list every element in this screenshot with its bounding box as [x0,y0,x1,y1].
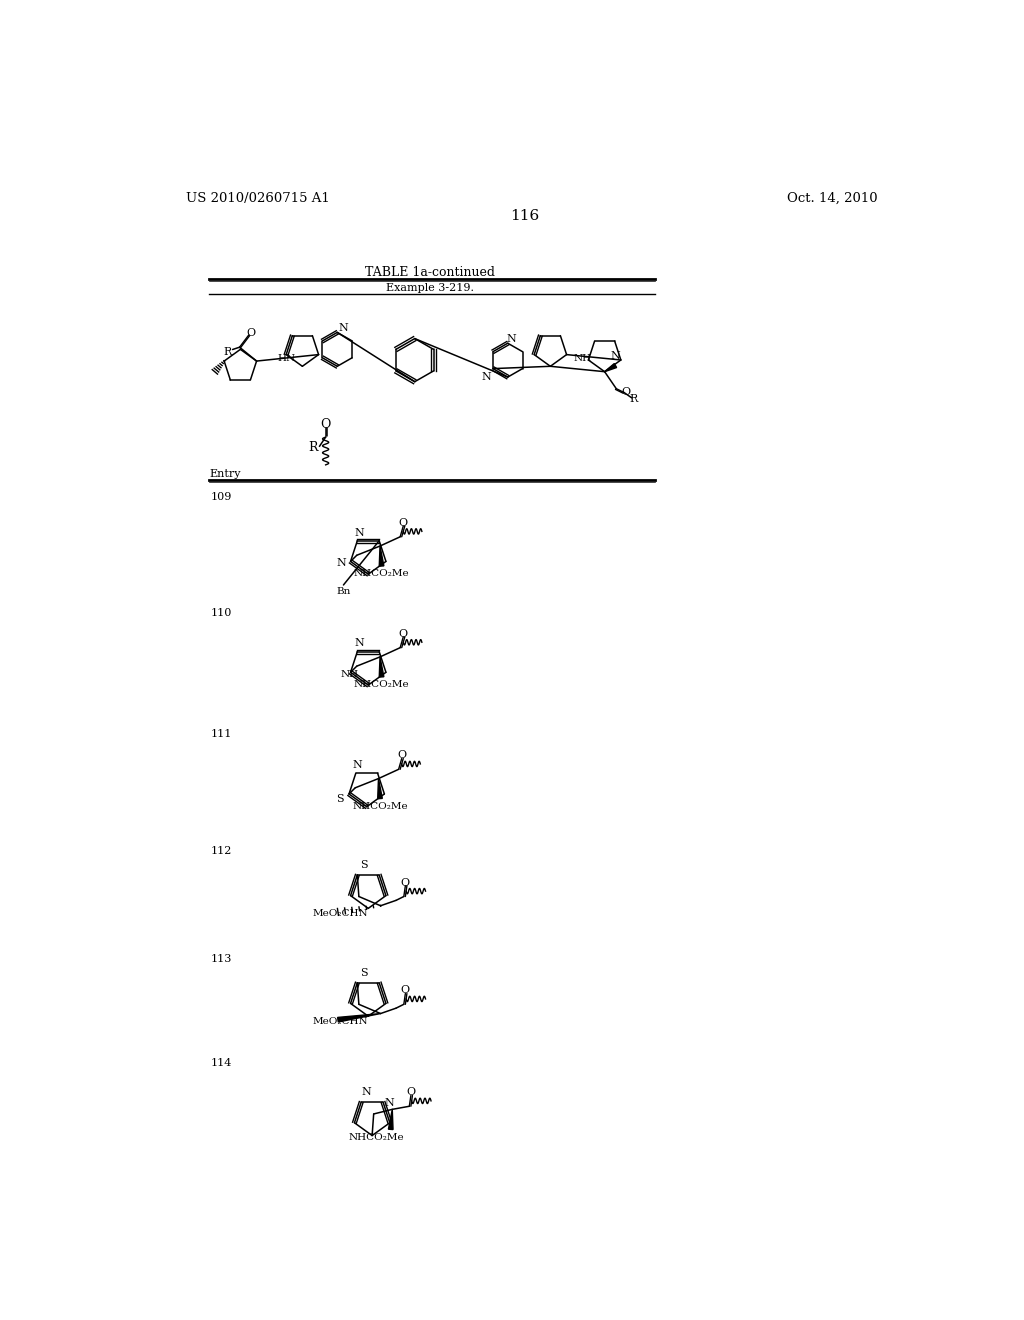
Text: N: N [354,528,364,537]
Text: Bn: Bn [336,586,350,595]
Text: 113: 113 [211,954,232,964]
Text: O: O [247,327,256,338]
Text: Oct. 14, 2010: Oct. 14, 2010 [786,191,878,205]
Text: HN: HN [278,354,296,363]
Text: 109: 109 [211,492,232,502]
Text: NHCO₂Me: NHCO₂Me [353,680,410,689]
Text: O: O [398,517,408,528]
Text: NHCO₂Me: NHCO₂Me [353,569,410,578]
Text: O: O [407,1088,416,1097]
Text: N: N [336,558,346,569]
Text: 110: 110 [211,607,232,618]
Text: R: R [629,395,637,404]
Text: 112: 112 [211,846,232,857]
Text: US 2010/0260715 A1: US 2010/0260715 A1 [186,191,330,205]
Text: MeO₂CHN: MeO₂CHN [312,1016,368,1026]
Text: N: N [352,760,362,770]
Polygon shape [379,657,384,677]
Text: S: S [360,861,369,870]
Polygon shape [379,546,384,566]
Polygon shape [604,363,616,372]
Text: 116: 116 [510,209,540,223]
Text: O: O [621,388,630,397]
Text: NH: NH [573,354,592,363]
Text: S: S [360,968,369,978]
Text: Example 3-219.: Example 3-219. [386,282,474,293]
Text: 111: 111 [211,730,232,739]
Text: NHCO₂Me: NHCO₂Me [349,1133,404,1142]
Text: N: N [481,372,490,381]
Text: O: O [400,986,410,995]
Text: R: R [308,441,318,454]
Text: O: O [397,751,407,760]
Text: O: O [321,418,331,432]
Text: S: S [337,795,344,804]
Text: R: R [223,347,231,356]
Text: O: O [398,628,408,639]
Text: MeO₂CHN: MeO₂CHN [312,909,368,917]
Text: N: N [507,334,516,343]
Text: N: N [361,1088,371,1097]
Text: Entry: Entry [209,469,241,479]
Text: N: N [339,323,348,333]
Polygon shape [338,1014,381,1022]
Text: NH: NH [340,669,358,678]
Text: NHCO₂Me: NHCO₂Me [352,801,408,810]
Text: N: N [384,1098,394,1109]
Text: O: O [400,878,410,887]
Polygon shape [388,1109,393,1130]
Text: N: N [610,351,620,360]
Text: 114: 114 [211,1059,232,1068]
Text: N: N [354,639,364,648]
Text: TABLE 1a-continued: TABLE 1a-continued [366,265,496,279]
Polygon shape [378,779,382,799]
